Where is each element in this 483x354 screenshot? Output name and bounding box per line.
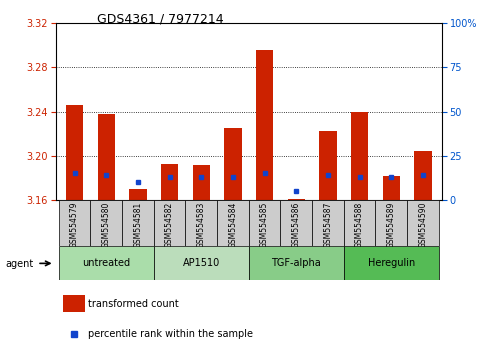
Text: GSM554587: GSM554587	[324, 201, 332, 248]
Text: GSM554585: GSM554585	[260, 201, 269, 248]
Text: agent: agent	[6, 259, 34, 269]
Bar	[63, 295, 85, 312]
Bar	[122, 200, 154, 246]
Bar	[90, 200, 122, 246]
Text: GSM554580: GSM554580	[102, 201, 111, 248]
Text: GSM554582: GSM554582	[165, 201, 174, 248]
Text: GSM554589: GSM554589	[387, 201, 396, 248]
Bar	[185, 200, 217, 246]
Text: GSM554579: GSM554579	[70, 201, 79, 248]
Bar	[344, 200, 375, 246]
Text: GSM554590: GSM554590	[418, 201, 427, 248]
Bar	[217, 200, 249, 246]
Text: GSM554583: GSM554583	[197, 201, 206, 248]
Bar	[98, 114, 115, 200]
Text: AP1510: AP1510	[183, 258, 220, 268]
Bar	[161, 164, 178, 200]
Bar	[414, 151, 432, 200]
Text: GDS4361 / 7977214: GDS4361 / 7977214	[97, 12, 223, 25]
Bar	[249, 246, 344, 280]
Text: GSM554586: GSM554586	[292, 201, 301, 248]
Bar	[344, 246, 439, 280]
Bar	[351, 112, 369, 200]
Bar	[256, 50, 273, 200]
Bar	[154, 246, 249, 280]
Bar	[129, 189, 147, 200]
Bar	[319, 131, 337, 200]
Bar	[224, 128, 242, 200]
Bar	[281, 200, 312, 246]
Text: transformed count: transformed count	[88, 298, 179, 309]
Text: GSM554581: GSM554581	[133, 201, 142, 248]
Bar	[59, 246, 154, 280]
Bar	[59, 200, 90, 246]
Bar	[383, 176, 400, 200]
Bar	[66, 105, 83, 200]
Bar	[407, 200, 439, 246]
Bar	[312, 200, 344, 246]
Bar	[193, 165, 210, 200]
Text: TGF-alpha: TGF-alpha	[271, 258, 321, 268]
Text: GSM554584: GSM554584	[228, 201, 238, 248]
Bar	[249, 200, 281, 246]
Text: percentile rank within the sample: percentile rank within the sample	[88, 329, 254, 339]
Bar	[375, 200, 407, 246]
Text: Heregulin: Heregulin	[368, 258, 415, 268]
Bar	[287, 199, 305, 200]
Text: GSM554588: GSM554588	[355, 201, 364, 248]
Text: untreated: untreated	[82, 258, 130, 268]
Bar	[154, 200, 185, 246]
